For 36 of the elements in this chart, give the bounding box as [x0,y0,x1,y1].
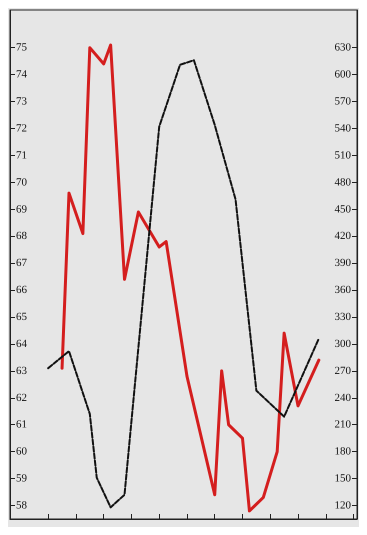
y-tick-label: 67 [16,257,28,270]
y2-tick-label: 360 [334,284,352,296]
y-tick-label: 65 [16,311,28,324]
y2-tick-label: 570 [334,96,352,108]
y2-tick-label: 240 [334,392,352,404]
y2-tick-label: 390 [334,257,352,270]
y-tick-label: 72 [16,122,27,134]
y2-tick-label: 270 [334,364,352,377]
y2-tick-label: 330 [334,311,352,324]
y-tick-label: 69 [16,203,28,216]
y2-tick-label: 630 [334,42,352,54]
y-tick-label: 74 [16,68,28,81]
y-tick-label: 63 [16,364,28,377]
y2-tick-label: 210 [334,418,352,431]
y2-tick-label: 480 [334,176,352,188]
y-tick-label: 60 [16,446,28,458]
y2-tick-label: 510 [334,149,352,162]
y2-tick-label: 150 [334,472,352,485]
y-tick-label: 64 [16,338,28,350]
y-tick-label: 62 [16,392,27,404]
y2-tick-label: 180 [334,446,352,458]
y-tick-label: 66 [16,284,28,296]
y2-tick-label: 420 [334,230,352,242]
y-tick-label: 58 [16,500,28,512]
y2-tick-label: 600 [334,68,352,81]
y-tick-label: 70 [16,176,28,188]
y-tick-label: 71 [16,149,27,162]
y-tick-label: 73 [16,96,28,108]
y-tick-label: 59 [16,472,28,485]
y-tick-label: 75 [16,42,28,54]
y2-tick-label: 450 [334,203,352,216]
y-tick-label: 68 [16,230,28,242]
y2-tick-label: 300 [334,338,352,350]
y2-tick-label: 120 [334,500,352,512]
y-tick-label: 61 [16,418,27,431]
y2-tick-label: 540 [334,122,352,134]
